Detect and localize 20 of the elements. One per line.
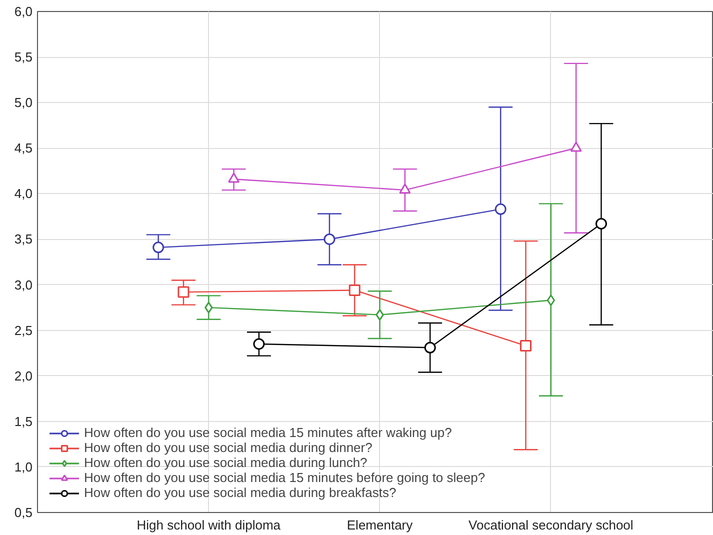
x-tick-label: High school with diploma — [136, 518, 282, 532]
y-tick-label: 2,5 — [14, 322, 33, 338]
legend-label: How often do you use social media during dinner? — [84, 440, 372, 455]
legend-label: How often do you use social media 15 minutes after waking up? — [84, 425, 452, 440]
y-tick-label: 5,0 — [14, 95, 33, 110]
y-tick-label: 1,0 — [14, 459, 33, 474]
y-tick-label: 4,0 — [14, 186, 33, 202]
x-tick-label: Elementary — [346, 518, 414, 532]
legend-label: How often do you use social media during breakfasts? — [84, 485, 396, 500]
legend-label: How often do you use social media during lunch? — [84, 455, 368, 470]
y-tick-label: 5,5 — [14, 50, 33, 65]
y-tick-label: 4,5 — [14, 140, 33, 156]
y-tick-label: 3,5 — [14, 232, 33, 247]
y-tick-label: 0,5 — [14, 505, 33, 520]
y-tick-label: 6,0 — [14, 4, 33, 19]
y-tick-label: 1,5 — [14, 414, 33, 429]
legend-label: How often do you use social media 15 minutes before going to sleep? — [84, 470, 486, 485]
y-tick-label: 2,0 — [14, 368, 33, 384]
y-tick-label: 3,0 — [14, 277, 33, 292]
x-tick-label: Vocational secondary school — [468, 518, 634, 532]
